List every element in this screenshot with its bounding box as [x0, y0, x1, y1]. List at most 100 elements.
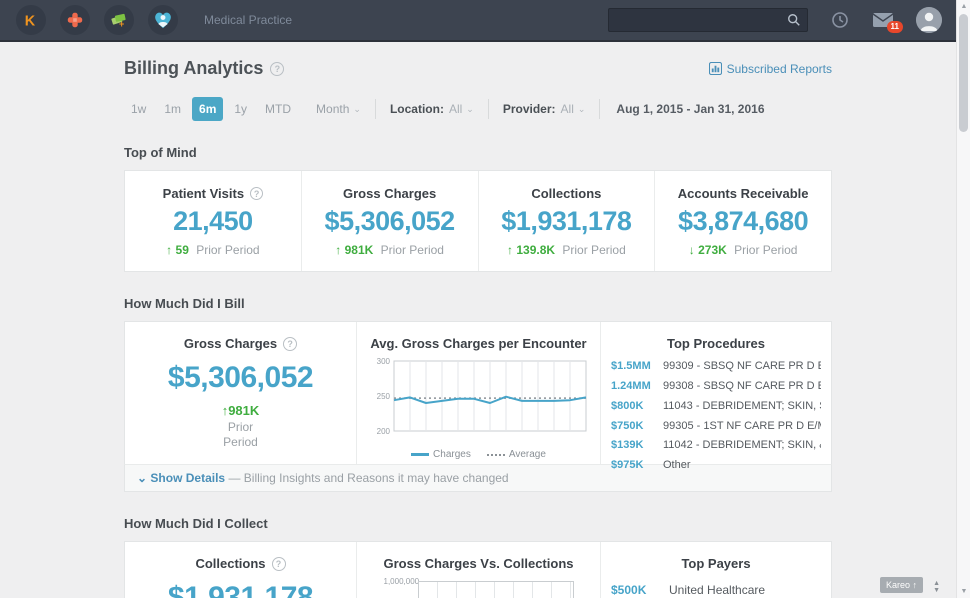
kpi-patient-visits: Patient Visits ? 21,450 ↑ 59 Prior Perio… — [125, 171, 301, 271]
location-dropdown[interactable]: All ⌄ — [449, 102, 474, 116]
average-dotted-swatch — [487, 454, 505, 456]
kpi-value: $1,931,178 — [479, 206, 655, 237]
payer-row[interactable]: $500K United Healthcare — [611, 583, 821, 597]
top-navbar: K + Medical Practice — [0, 0, 970, 42]
kpi-label: Patient Visits — [163, 186, 244, 201]
chart-title: Avg. Gross Charges per Encounter — [367, 336, 590, 351]
charges-line-swatch — [411, 453, 429, 456]
messages-icon[interactable]: 11 — [872, 12, 894, 28]
divider — [488, 99, 489, 119]
charges-vs-collections-bar-chart: 1,000,000 — [384, 577, 574, 598]
top-payers-panel: Top Payers $500K United Healthcare — [600, 542, 831, 598]
prior-note-line2: Period — [135, 435, 346, 450]
procedure-row[interactable]: $750K 99305 - 1ST NF CARE PR D E/M ... — [611, 419, 821, 434]
svg-text:+: + — [119, 19, 124, 29]
procedure-row[interactable]: 1.24MM 99308 - SBSQ NF CARE PR D E/... — [611, 379, 821, 394]
gross-charges-help-icon[interactable]: ? — [283, 337, 297, 351]
delta-note: Prior Period — [734, 243, 797, 257]
range-6m-button[interactable]: 6m — [192, 97, 223, 121]
procedure-row[interactable]: $139K 11042 - DEBRIDEMENT; SKIN, &... — [611, 438, 821, 453]
prior-note-line1: Prior — [135, 420, 346, 435]
delta-note: Prior Period — [562, 243, 625, 257]
kpi-accounts-receivable: Accounts Receivable $3,874,680 ↓ 273K Pr… — [654, 171, 831, 271]
scrollbar-thumb[interactable] — [959, 14, 968, 132]
kareo-logo-icon[interactable]: K — [16, 5, 46, 35]
scrollbar-up-icon[interactable]: ▲ — [957, 0, 970, 13]
delta-value: 273K — [698, 243, 727, 257]
kareo-scroll-badge[interactable]: Kareo ↑ — [880, 577, 923, 593]
scroll-stepper[interactable]: ▲ ▼ — [933, 580, 940, 595]
vertical-scrollbar[interactable]: ▲ ▼ — [956, 0, 970, 598]
legend-average: Average — [509, 449, 546, 460]
delta-value: 59 — [176, 243, 189, 257]
show-details-text: — Billing Insights and Reasons it may ha… — [228, 471, 508, 485]
svg-text:200: 200 — [376, 427, 390, 436]
scrollbar-down-icon[interactable]: ▼ — [957, 585, 970, 598]
svg-text:250: 250 — [376, 392, 390, 401]
collections-summary: Collections ? $1,931,178 — [125, 542, 356, 598]
messages-count-badge: 11 — [887, 21, 903, 33]
chart-title: Gross Charges Vs. Collections — [367, 556, 590, 571]
card-title: Collections — [195, 556, 265, 571]
page-help-icon[interactable]: ? — [270, 62, 284, 76]
section-bill: How Much Did I Bill — [124, 296, 832, 311]
chevron-down-icon: ⌄ — [578, 104, 586, 115]
charges-vs-collections-panel: Gross Charges Vs. Collections 1,000,000 — [356, 542, 600, 598]
delta-note: Prior Period — [381, 243, 444, 257]
page-header: Billing Analytics ? Subscribed Reports — [124, 58, 832, 79]
medical-cross-icon[interactable] — [60, 5, 90, 35]
subscribed-reports-link[interactable]: Subscribed Reports — [709, 62, 832, 76]
stepper-up-icon[interactable]: ▲ — [933, 580, 940, 588]
section-top-of-mind: Top of Mind — [124, 145, 832, 160]
top-procedures-panel: Top Procedures $1.5MM 99309 - SBSQ NF CA… — [600, 322, 831, 464]
range-mtd-button[interactable]: MTD — [258, 97, 298, 121]
delta-up-arrow-icon: ↑ — [166, 243, 172, 257]
provider-dropdown[interactable]: All ⌄ — [561, 102, 586, 116]
date-range[interactable]: Aug 1, 2015 - Jan 31, 2016 — [616, 102, 764, 116]
y-axis-tick: 1,000,000 — [384, 577, 420, 586]
history-icon[interactable] — [830, 10, 850, 30]
collect-card: Collections ? $1,931,178 Gross Charges V… — [124, 541, 832, 598]
global-search[interactable] — [608, 8, 808, 32]
kpi-value: $3,874,680 — [655, 206, 831, 237]
card-title: Gross Charges — [184, 336, 277, 351]
kpi-gross-charges: Gross Charges $5,306,052 ↑ 981K Prior Pe… — [301, 171, 478, 271]
location-label: Location: — [390, 102, 444, 116]
svg-text:K: K — [25, 13, 36, 29]
kareo-k-glyph: K — [22, 11, 40, 29]
kpi-label: Accounts Receivable — [655, 186, 831, 201]
chevron-down-icon: ⌄ — [466, 104, 474, 115]
chevron-down-icon: ⌄ — [137, 471, 147, 485]
range-1w-button[interactable]: 1w — [124, 97, 153, 121]
procedure-row[interactable]: $975K Other — [611, 458, 821, 473]
procedure-row[interactable]: $1.5MM 99309 - SBSQ NF CARE PR D E/... — [611, 359, 821, 374]
show-details-link[interactable]: Show Details — [150, 471, 225, 485]
billing-cards-icon[interactable]: + — [104, 5, 134, 35]
avg-gross-charges-line-chart: 200250300 — [368, 355, 590, 443]
top-payers-title: Top Payers — [611, 556, 821, 571]
collections-help-icon[interactable]: ? — [272, 557, 286, 571]
kpi-value: $5,306,052 — [302, 206, 478, 237]
practice-name: Medical Practice — [204, 13, 292, 27]
kpi-label: Gross Charges — [302, 186, 478, 201]
user-avatar[interactable] — [916, 7, 942, 33]
period-dropdown[interactable]: Month ⌄ — [316, 102, 361, 116]
delta-value: 139.8K — [516, 243, 555, 257]
legend-charges: Charges — [433, 449, 471, 460]
provider-label: Provider: — [503, 102, 556, 116]
stepper-down-icon[interactable]: ▼ — [933, 587, 940, 595]
gross-charges-summary: Gross Charges ? $5,306,052 ↑981K Prior P… — [125, 322, 356, 464]
report-chart-icon — [709, 62, 722, 75]
search-input[interactable] — [615, 13, 787, 27]
search-icon[interactable] — [787, 13, 801, 27]
filter-bar: 1w 1m 6m 1y MTD Month ⌄ Location: All ⌄ … — [124, 97, 832, 121]
range-1y-button[interactable]: 1y — [227, 97, 254, 121]
patient-heart-icon[interactable] — [148, 5, 178, 35]
kpi-help-icon[interactable]: ? — [250, 187, 263, 200]
procedure-row[interactable]: $800K 11043 - DEBRIDEMENT; SKIN, S... — [611, 399, 821, 414]
plot-area — [418, 581, 574, 598]
kpi-row: Patient Visits ? 21,450 ↑ 59 Prior Perio… — [124, 170, 832, 272]
range-1m-button[interactable]: 1m — [157, 97, 188, 121]
bill-card: Gross Charges ? $5,306,052 ↑981K Prior P… — [124, 321, 832, 465]
divider — [375, 99, 376, 119]
